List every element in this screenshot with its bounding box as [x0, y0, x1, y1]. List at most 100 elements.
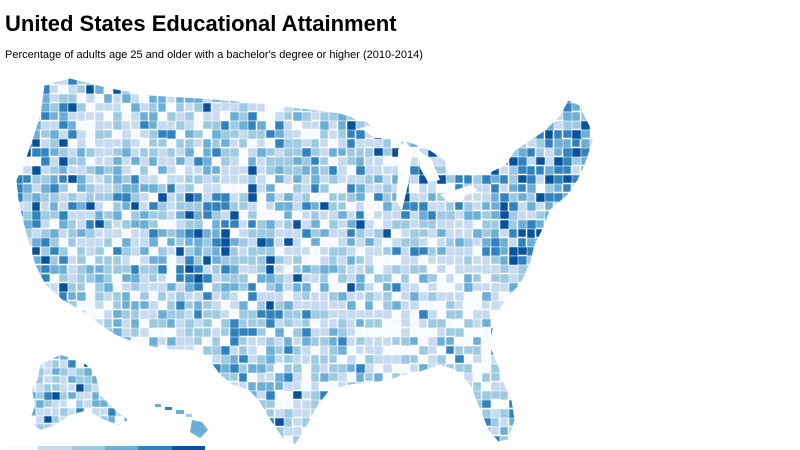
county-cell [220, 138, 231, 148]
county-cell [76, 426, 87, 438]
county-cell [123, 359, 128, 368]
county-cell [526, 84, 538, 96]
county-cell [409, 78, 419, 87]
county-cell [427, 273, 439, 283]
county-cell [481, 318, 492, 328]
county-cell [148, 417, 158, 429]
county-cell [599, 130, 607, 140]
county-cell [139, 237, 150, 249]
county-cell [139, 426, 149, 437]
county-cell [22, 381, 34, 393]
county-cell [130, 120, 142, 130]
county-cell [580, 408, 591, 419]
county-cell [22, 228, 34, 240]
county-cell [400, 291, 411, 301]
county-cell [112, 78, 122, 85]
county-cell [508, 210, 519, 222]
county-cell [283, 120, 293, 132]
county-cell [211, 228, 221, 239]
county-cell [355, 84, 367, 94]
county-cell [247, 408, 259, 419]
county-cell [148, 192, 159, 204]
county-cell [83, 415, 94, 425]
county-cell [283, 228, 294, 239]
county-cell [94, 309, 105, 319]
county-cell [83, 423, 93, 430]
map-title: United States Educational Attainment [5, 11, 397, 36]
county-cell [67, 93, 78, 104]
county-cell [94, 363, 106, 375]
county-cell [346, 147, 356, 158]
county-cell [355, 147, 365, 158]
county-cell [544, 327, 556, 339]
county-cell [256, 264, 268, 274]
county-cell [256, 255, 267, 266]
county-cell [292, 228, 302, 240]
county-cell [274, 381, 284, 391]
county-cell [599, 265, 607, 273]
county-cell [328, 165, 338, 177]
county-cell [292, 390, 303, 400]
county-cell [436, 111, 446, 123]
county-cell [571, 93, 583, 103]
county-cell [58, 183, 70, 193]
county-cell [508, 93, 520, 103]
county-cell [319, 426, 331, 436]
county-cell [517, 327, 527, 338]
county-cell [103, 345, 115, 357]
county-cell [148, 165, 160, 177]
county-cell [49, 111, 59, 121]
county-cell [535, 363, 547, 374]
county-cell [85, 210, 96, 220]
county-cell [508, 345, 519, 355]
county-cell [283, 309, 294, 320]
county-cell [427, 354, 438, 366]
county-cell [121, 201, 131, 211]
county-cell [319, 327, 331, 337]
county-cell [310, 435, 322, 445]
county-cell [364, 255, 374, 267]
county-cell [112, 156, 124, 166]
county-cell [130, 381, 141, 393]
county-cell [40, 327, 50, 339]
county-cell [580, 129, 592, 139]
county-cell [599, 292, 609, 302]
county-cell [427, 408, 439, 418]
county-cell [229, 273, 240, 285]
county-cell [58, 345, 69, 356]
county-cell [454, 102, 465, 114]
county-cell [481, 309, 491, 321]
county-cell [364, 93, 375, 104]
county-cell [508, 408, 518, 420]
county-cell [121, 192, 132, 203]
county-cell [499, 273, 511, 284]
county-cell [499, 138, 511, 149]
county-cell [85, 201, 96, 211]
county-cell [283, 390, 293, 401]
county-cell [418, 237, 429, 247]
county-cell [319, 93, 331, 104]
county-cell [400, 444, 412, 445]
county-cell [535, 78, 546, 86]
county-cell [175, 399, 186, 410]
county-cell [31, 165, 42, 177]
county-cell [265, 156, 277, 168]
county-cell [526, 444, 536, 445]
county-cell [373, 219, 385, 230]
county-cell [310, 408, 321, 419]
county-cell [193, 201, 203, 212]
county-cell [589, 327, 595, 338]
county-cell [373, 78, 384, 87]
county-cell [238, 120, 249, 132]
county-cell [481, 183, 491, 195]
county-cell [184, 138, 196, 150]
county-cell [499, 147, 510, 159]
county-cell [67, 359, 77, 369]
county-cell [427, 210, 437, 221]
county-cell [121, 228, 131, 238]
county-cell [139, 111, 149, 122]
county-cell [22, 291, 34, 302]
county-cell [58, 435, 70, 445]
county-cell [238, 363, 248, 374]
county-cell [184, 327, 194, 338]
